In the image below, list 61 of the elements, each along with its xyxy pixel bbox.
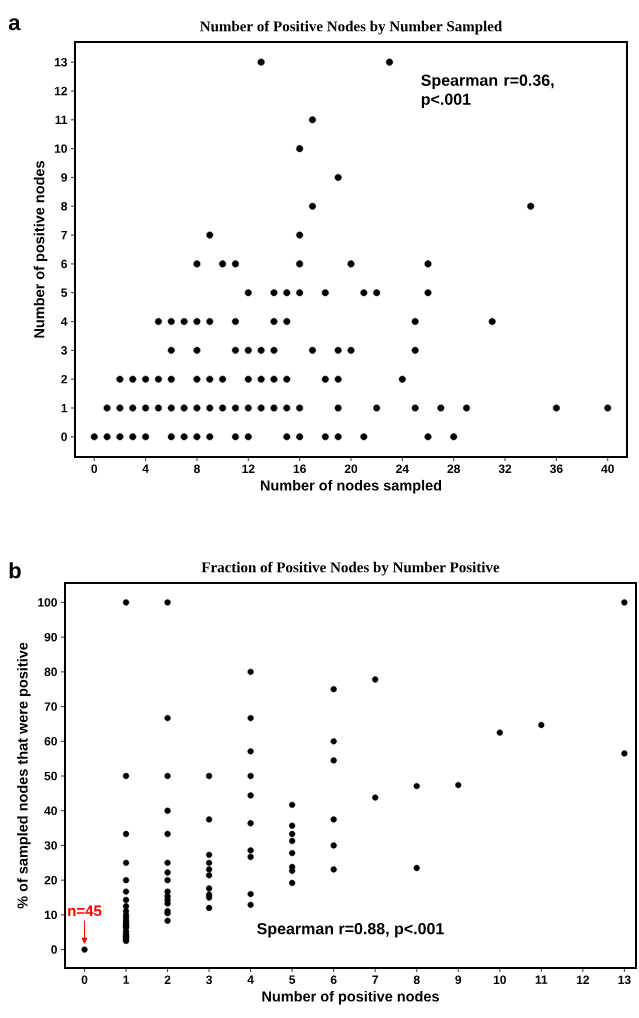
y-tick-label: 9 [61,173,68,182]
x-tick-label: 0 [81,975,88,985]
y-tick-label: 1 [61,403,68,413]
y-tick-label: 50 [44,771,57,781]
y-tick-label: 8 [61,202,68,211]
text: b [9,562,21,579]
y-axis-title: % of sampled nodes that were positive [17,642,31,909]
y-tick-label: 13 [54,57,68,67]
x-tick-label: 10 [493,975,506,985]
x-tick-label: 3 [206,975,212,985]
x-tick-label: 12 [576,975,590,984]
annotation: Spearman r=0.36, p<.001 [421,74,554,109]
y-tick-label: 20 [44,875,57,885]
y-tick-label: 4 [60,317,68,326]
x-tick-label: 12 [242,464,255,473]
y-tick-label: 30 [44,841,57,850]
x-tick-label: 20 [344,464,358,474]
y-tick-label: 7 [61,230,67,240]
x-tick-label: 16 [293,464,306,474]
x-tick-label: 11 [535,975,548,984]
y-tick-label: 40 [44,806,57,815]
y-tick-label: 3 [61,346,68,355]
x-tick-label: 6 [330,975,337,985]
y-tick-label: 70 [44,702,57,711]
chart-title: Fraction of Positive Nodes by Number Positive [201,561,500,576]
y-tick-label: 0 [61,432,67,442]
y-tick-label: 6 [61,259,68,269]
x-tick-label: 32 [498,464,512,474]
y-tick-label: 100 [38,598,57,607]
text: a [8,18,21,31]
y-tick-label: 5 [61,288,68,297]
x-tick-label: 5 [289,975,296,984]
y-tick-label: 10 [54,144,67,153]
x-tick-label: 4 [247,975,254,984]
x-tick-label: 36 [549,464,563,474]
annotation: n=45 [68,905,102,917]
y-tick-label: 80 [44,667,57,677]
y-axis-title: Number of positive nodes [33,161,48,338]
y-tick-label: 0 [51,945,57,954]
x-tick-label: 13 [618,975,631,985]
x-tick-label: 0 [91,464,98,474]
y-tick-label: 60 [44,737,57,746]
x-axis-title: Number of nodes sampled [260,479,442,494]
x-tick-label: 24 [396,464,409,473]
chart-title: Number of Positive Nodes by Number Sampled [200,20,503,35]
y-tick-label: 2 [61,375,67,384]
x-tick-label: 40 [601,464,614,474]
x-tick-label: 1 [123,975,130,984]
x-tick-label: 4 [142,464,149,473]
x-tick-label: 8 [193,464,200,474]
y-tick-label: 12 [54,86,67,96]
x-axis-title: Number of positive nodes [262,990,439,1005]
x-tick-label: 28 [447,464,460,474]
x-tick-label: 2 [164,975,171,984]
annotation: Spearman r=0.88, p<.001 [257,923,444,938]
x-tick-label: 7 [372,975,379,984]
x-tick-label: 8 [413,975,420,985]
x-tick-label: 9 [455,975,462,985]
y-tick-label: 10 [44,910,57,920]
y-tick-label: 90 [44,632,57,642]
y-tick-label: 11 [55,115,68,124]
